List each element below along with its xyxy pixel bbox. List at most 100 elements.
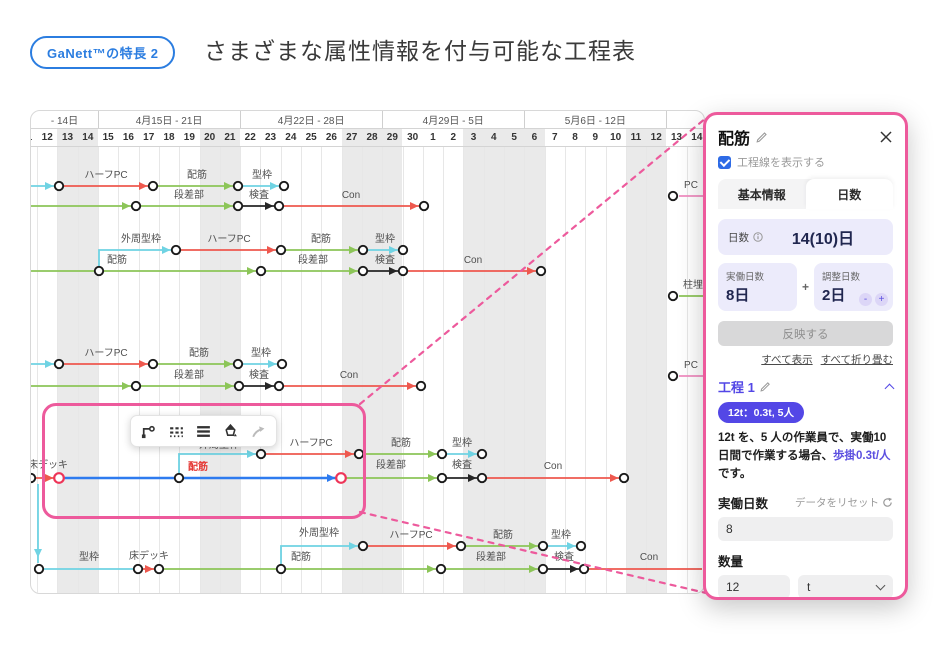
task-node[interactable] bbox=[667, 370, 679, 382]
task-node-selected[interactable] bbox=[335, 472, 347, 484]
day-cell[interactable]: 11 bbox=[31, 128, 37, 146]
working-days-input[interactable] bbox=[718, 517, 893, 542]
task-node[interactable] bbox=[618, 472, 630, 484]
task-node[interactable] bbox=[147, 358, 159, 370]
task-node[interactable] bbox=[278, 180, 290, 192]
feature-badge: GaNett™の特長 2 bbox=[30, 36, 176, 69]
show-process-line-checkbox[interactable] bbox=[718, 155, 731, 169]
task-node[interactable] bbox=[357, 540, 369, 552]
task-node[interactable] bbox=[353, 448, 365, 460]
task-node[interactable] bbox=[578, 563, 590, 575]
task-node[interactable] bbox=[255, 448, 267, 460]
gantt-chart[interactable]: - 14日 4月15日 - 21日 4月22日 - 28日 4月29日 - 5日 5月6… bbox=[30, 110, 705, 594]
day-cell[interactable]: 19 bbox=[183, 131, 195, 143]
task-node[interactable] bbox=[357, 244, 369, 256]
collapse-chevron-icon[interactable] bbox=[884, 383, 895, 394]
task-node[interactable] bbox=[537, 540, 549, 552]
day-gridline bbox=[240, 146, 242, 593]
task-node[interactable] bbox=[33, 563, 45, 575]
task-node[interactable] bbox=[415, 380, 427, 392]
day-cell[interactable]: 16 bbox=[122, 131, 134, 143]
task-node[interactable] bbox=[93, 265, 105, 277]
task-node[interactable] bbox=[132, 563, 144, 575]
task-node[interactable] bbox=[232, 180, 244, 192]
task-node[interactable] bbox=[397, 265, 409, 277]
arrowhead bbox=[265, 202, 274, 210]
task-node[interactable] bbox=[276, 358, 288, 370]
fill-color-icon[interactable] bbox=[221, 421, 241, 441]
day-cell[interactable]: 22 bbox=[244, 131, 256, 143]
task-node[interactable] bbox=[275, 563, 287, 575]
edit-pencil-icon[interactable] bbox=[760, 381, 771, 392]
task-node[interactable] bbox=[147, 180, 159, 192]
task-node[interactable] bbox=[233, 380, 245, 392]
task-node[interactable] bbox=[476, 448, 488, 460]
expand-all-link[interactable]: すべて表示 bbox=[761, 354, 813, 366]
task-node[interactable] bbox=[537, 563, 549, 575]
task-node[interactable] bbox=[31, 472, 37, 484]
task-node[interactable] bbox=[667, 290, 679, 302]
day-cell[interactable]: 20 bbox=[204, 131, 216, 143]
task-node[interactable] bbox=[255, 265, 267, 277]
quantity-unit-select[interactable]: t bbox=[798, 575, 893, 597]
task-node[interactable] bbox=[232, 358, 244, 370]
dashed-line-style-icon[interactable] bbox=[166, 421, 186, 441]
quantity-input[interactable] bbox=[718, 575, 790, 597]
task-node[interactable] bbox=[436, 448, 448, 460]
task-node[interactable] bbox=[418, 200, 430, 212]
tab-days[interactable]: 日数 bbox=[805, 179, 893, 209]
task-node[interactable] bbox=[153, 563, 165, 575]
task-node[interactable] bbox=[53, 180, 65, 192]
task-segment[interactable] bbox=[178, 453, 261, 475]
day-cell[interactable]: 15 bbox=[102, 131, 114, 143]
day-cell[interactable]: 12 bbox=[41, 131, 53, 143]
edit-pencil-icon[interactable] bbox=[756, 131, 768, 143]
task-node[interactable] bbox=[53, 358, 65, 370]
task-node-selected[interactable] bbox=[53, 472, 65, 484]
task-node[interactable] bbox=[476, 472, 488, 484]
task-node[interactable] bbox=[575, 540, 587, 552]
collapse-all-link[interactable]: すべて折り畳む bbox=[820, 354, 893, 366]
day-cell[interactable]: 21 bbox=[224, 131, 236, 143]
task-label: ハーフPC bbox=[289, 438, 332, 449]
task-node[interactable] bbox=[397, 244, 409, 256]
decrement-button[interactable]: - bbox=[859, 293, 873, 306]
close-icon[interactable] bbox=[879, 130, 893, 144]
arrowhead bbox=[447, 542, 456, 550]
day-cell[interactable]: 18 bbox=[163, 131, 175, 143]
day-cell[interactable]: 14 bbox=[82, 131, 94, 143]
solid-line-style-icon[interactable] bbox=[193, 421, 213, 441]
task-node[interactable] bbox=[435, 563, 447, 575]
day-cell[interactable]: 13 bbox=[61, 131, 74, 143]
task-node[interactable] bbox=[232, 200, 244, 212]
task-node[interactable] bbox=[275, 244, 287, 256]
day-cell[interactable]: 27 bbox=[346, 131, 358, 143]
task-node[interactable] bbox=[667, 190, 679, 202]
day-cell[interactable]: 23 bbox=[264, 131, 277, 143]
panel-tabs: 基本情報 日数 bbox=[718, 179, 893, 209]
task-node[interactable] bbox=[455, 540, 467, 552]
day-cell[interactable]: 24 bbox=[285, 131, 297, 143]
task-label: 段差部 bbox=[476, 550, 506, 563]
task-node[interactable] bbox=[170, 244, 182, 256]
day-cell[interactable]: 26 bbox=[325, 131, 337, 143]
task-node[interactable] bbox=[436, 472, 448, 484]
pointer-arrow-icon[interactable] bbox=[248, 421, 268, 441]
reset-data-link[interactable]: データをリセット bbox=[795, 495, 893, 510]
apply-button[interactable]: 反映する bbox=[718, 321, 893, 346]
task-node[interactable] bbox=[273, 380, 285, 392]
day-cell[interactable]: 17 bbox=[143, 131, 155, 143]
tab-basic-info[interactable]: 基本情報 bbox=[737, 187, 786, 202]
task-node[interactable] bbox=[130, 200, 142, 212]
elbow-connector-icon[interactable] bbox=[139, 421, 159, 441]
task-node[interactable] bbox=[535, 265, 547, 277]
task-node[interactable] bbox=[173, 472, 185, 484]
increment-button[interactable]: + bbox=[875, 293, 889, 306]
task-node[interactable] bbox=[130, 380, 142, 392]
task-node[interactable] bbox=[273, 200, 285, 212]
day-cell[interactable]: 25 bbox=[305, 131, 317, 143]
task-node[interactable] bbox=[357, 265, 369, 277]
task-segment[interactable] bbox=[98, 249, 176, 267]
info-icon[interactable] bbox=[753, 232, 763, 242]
task-segment[interactable] bbox=[280, 545, 363, 567]
